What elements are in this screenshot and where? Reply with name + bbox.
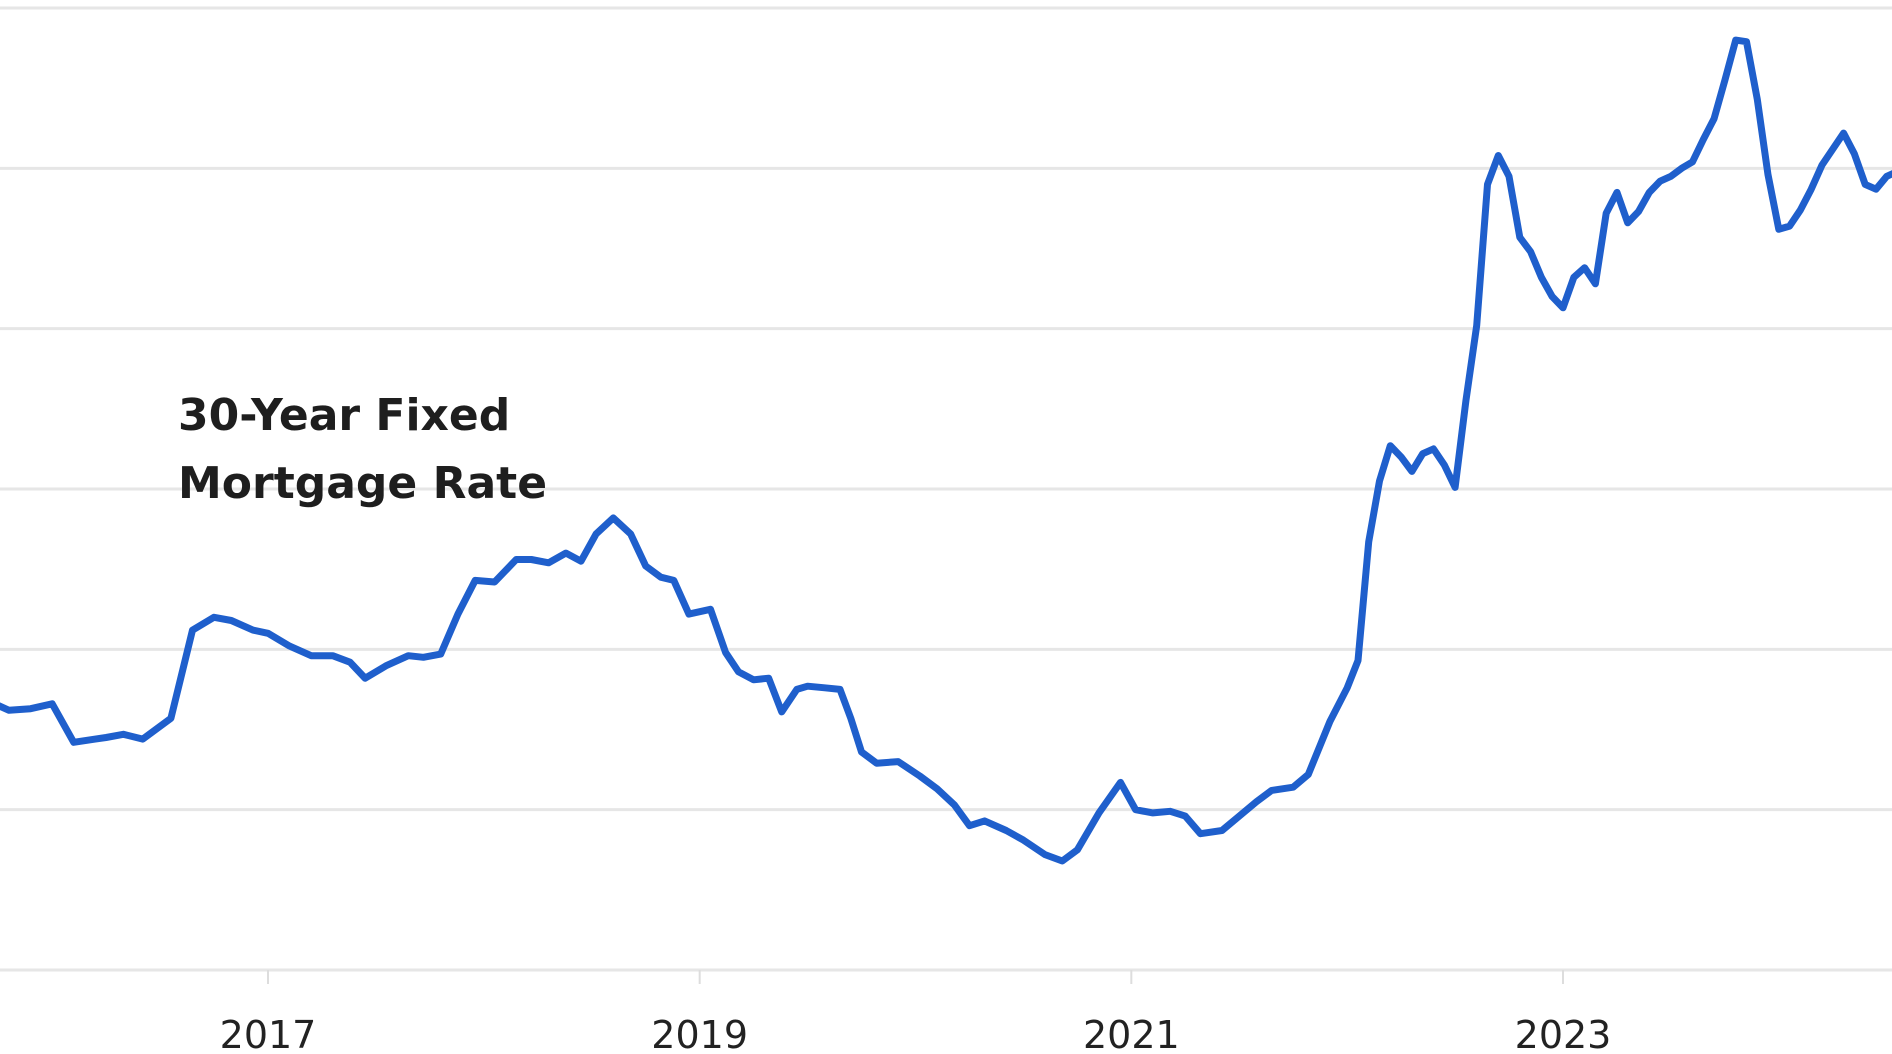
gridlines (0, 6, 1892, 972)
x-tick-label: 2021 (1083, 1013, 1180, 1054)
chart-annotation: 30-Year Fixed Mortgage Rate (178, 382, 547, 518)
x-tick-label: 2019 (651, 1013, 748, 1054)
series-layer (0, 36, 1892, 865)
series-line (0, 36, 1892, 865)
x-axis: 2017 2019 2021 2023 (220, 970, 1612, 1054)
annotation-line-1: 30-Year Fixed (178, 390, 511, 441)
annotation-line-2: Mortgage Rate (178, 458, 548, 509)
x-tick-label: 2023 (1515, 1013, 1612, 1054)
x-tick-label: 2017 (220, 1013, 317, 1054)
